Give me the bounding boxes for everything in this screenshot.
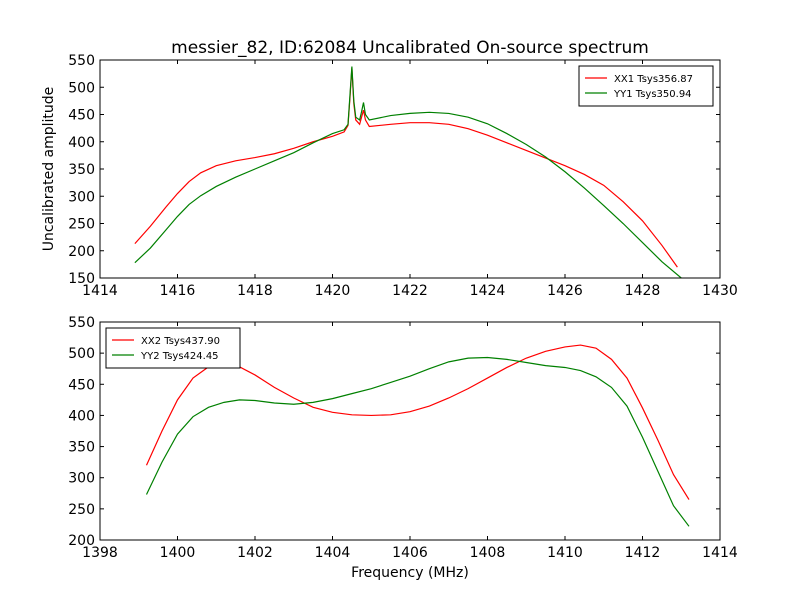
x-tick-label: 1424 [470,283,506,299]
y-tick-label: 400 [68,408,95,424]
x-tick-label: 1418 [237,283,273,299]
legend-entry: YY2 Tsys424.45 [140,351,219,362]
series-line-xx [134,68,678,268]
top-plot: 1414 1416 1418 1420 1422 1424 1426 1428 1430 150 2… [41,53,738,299]
x-tick-label: 1414 [82,283,118,299]
x-tick-label: 1410 [547,545,583,561]
y-tick-label: 200 [68,533,95,549]
y-tick-label: 500 [68,346,95,362]
y-tick-label: 300 [68,471,95,487]
x-tick-label: 1402 [237,545,273,561]
legend: XX1 Tsys356.87 YY1 Tsys350.94 [578,65,714,107]
x-axis-label: Frequency (MHz) [351,565,469,581]
y-tick-label: 550 [68,315,95,331]
legend-box [105,327,241,369]
legend-entry: YY1 Tsys350.94 [613,89,692,100]
x-tick-label: 1430 [702,283,738,299]
y-tick-label: 400 [68,135,95,151]
y-axis-label: Uncalibrated amplitude [41,87,57,252]
x-tick-label: 1428 [625,283,661,299]
bottom-plot: 1398 1400 1402 1404 1406 1408 1410 1412 1414 200 2… [68,315,738,581]
x-tick-label: 1422 [392,283,428,299]
y-tick-label: 550 [68,53,95,69]
figure-title: messier_82, ID:62084 Uncalibrated On-sou… [171,38,649,58]
series-line-yy [145,356,690,527]
x-tick-label: 1400 [160,545,196,561]
x-tick-label: 1398 [82,545,118,561]
x-tick-label: 1408 [470,545,506,561]
legend-entry: XX2 Tsys437.90 [141,336,220,347]
legend: XX2 Tsys437.90 YY2 Tsys424.45 [105,327,241,369]
y-tick-label: 250 [68,217,95,233]
x-tick-label: 1416 [160,283,196,299]
x-tick-label: 1414 [702,545,738,561]
series-line-yy [134,66,682,278]
legend-box [578,65,714,107]
legend-entry: XX1 Tsys356.87 [614,74,693,85]
y-tick-label: 150 [68,271,95,287]
y-tick-label: 300 [68,189,95,205]
x-tick-label: 1406 [392,545,428,561]
y-tick-label: 450 [68,108,95,124]
y-tick-label: 450 [68,377,95,393]
y-tick-label: 250 [68,502,95,518]
x-tick-label: 1404 [315,545,351,561]
x-tick-label: 1412 [625,545,661,561]
y-tick-label: 350 [68,440,95,456]
y-tick-label: 200 [68,244,95,260]
y-tick-label: 500 [68,80,95,96]
y-tick-label: 350 [68,162,95,178]
x-tick-label: 1420 [315,283,351,299]
x-tick-label: 1426 [547,283,583,299]
